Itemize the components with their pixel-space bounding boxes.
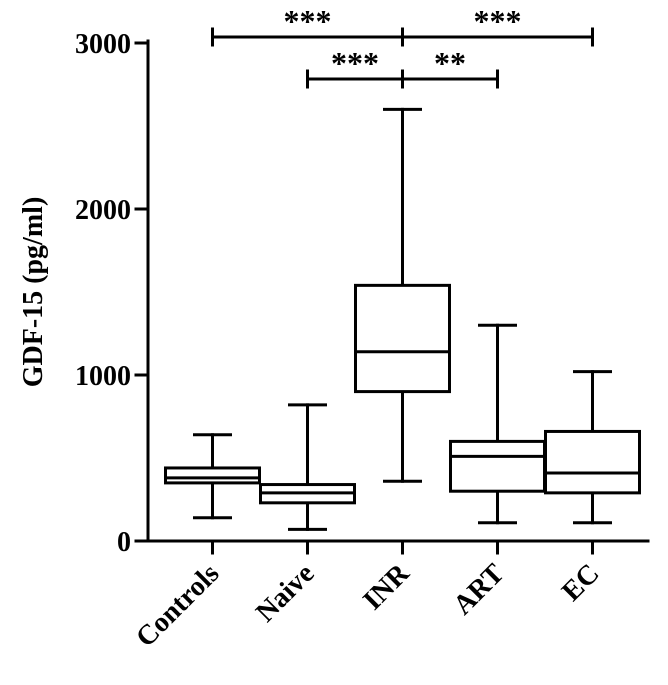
iqr-box [354, 283, 451, 394]
x-tick-label: INR [357, 557, 416, 616]
significance-label: *** [284, 3, 332, 39]
box-series [164, 107, 641, 531]
y-tick-label: 2000 [75, 195, 131, 226]
box-controls [164, 433, 261, 520]
x-tick-label: Controls [130, 558, 225, 653]
box-inr [354, 107, 451, 483]
significance-label: ** [434, 45, 466, 81]
box-ec [544, 370, 641, 525]
iqr-box [449, 439, 546, 493]
x-tick-label: Naive [250, 558, 320, 628]
iqr-box [164, 466, 261, 485]
iqr-box [544, 429, 641, 495]
box-naive [259, 403, 356, 531]
y-tick-label: 1000 [75, 361, 131, 392]
y-tick-label: 0 [117, 527, 131, 558]
significance-label: *** [331, 45, 379, 81]
significance-bracket: *** [306, 45, 404, 89]
significance-bracket: *** [211, 3, 404, 47]
significance-bracket: *** [401, 3, 594, 47]
y-tick-label: 3000 [75, 29, 131, 60]
x-tick-label: ART [447, 558, 510, 621]
significance-brackets: *** ****** ** [211, 3, 594, 89]
y-axis-title: GDF-15 (pg/ml) [18, 197, 49, 388]
x-tick-label: EC [556, 558, 605, 607]
significance-bracket: ** [401, 45, 499, 89]
box-art [449, 323, 546, 525]
significance-label: *** [474, 3, 522, 39]
